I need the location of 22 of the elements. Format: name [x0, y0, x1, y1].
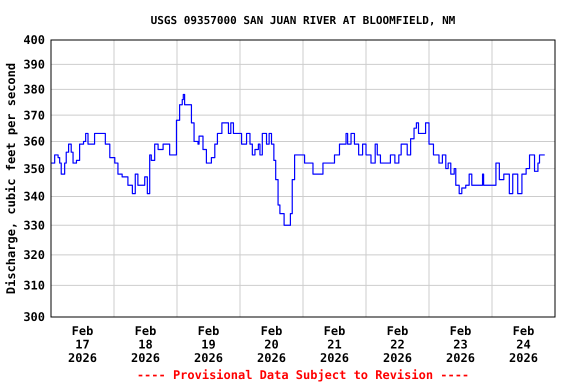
- y-tick-label: 300: [23, 310, 45, 324]
- x-tick-label: Feb 22 2026: [383, 324, 412, 365]
- x-tick-label: Feb 18 2026: [131, 324, 160, 365]
- y-tick-label: 390: [23, 58, 45, 72]
- y-tick-label: 310: [23, 278, 45, 293]
- y-tick-label: 400: [23, 33, 45, 48]
- x-tick-label: Feb 23 2026: [446, 324, 475, 365]
- y-axis-title: Discharge, cubic feet per second: [4, 62, 18, 294]
- y-tick-label: 340: [23, 190, 45, 204]
- y-tick-label: 320: [23, 248, 45, 262]
- x-tick-label: Feb 24 2026: [509, 324, 538, 365]
- x-tick-label: Feb 20 2026: [257, 324, 286, 365]
- text: ---- Provisional Data Subject to Revision ----: [136, 368, 470, 382]
- x-tick-label: Feb 19 2026: [194, 324, 223, 365]
- y-tick-label: 330: [23, 218, 45, 232]
- y-tick-label: 370: [23, 108, 45, 122]
- y-tick-label: 380: [23, 82, 45, 97]
- x-tick-label: Feb 17 2026: [68, 324, 97, 365]
- chart-title: USGS 09357000 SAN JUAN RIVER AT BLOOMFIELD, NM: [150, 14, 456, 27]
- y-tick-label: 350: [23, 162, 45, 176]
- y-tick-label: 360: [23, 134, 45, 149]
- x-tick-label: Feb 21 2026: [320, 324, 349, 365]
